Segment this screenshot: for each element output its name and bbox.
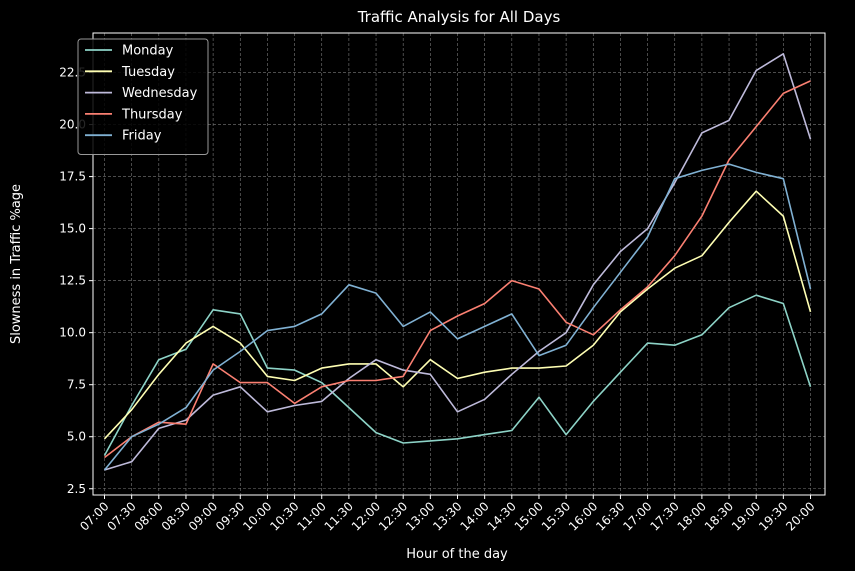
plot-area-frame <box>92 32 826 496</box>
legend-label: Monday <box>122 44 174 59</box>
y-tick-label: 17.5 <box>59 170 86 184</box>
legend-label: Thursday <box>121 107 183 122</box>
y-axis-label: Slowness in Traffic %age <box>9 184 24 344</box>
legend-label: Friday <box>122 129 162 144</box>
y-axis: 2.55.07.510.012.515.017.520.022.5 <box>59 66 93 496</box>
y-tick-label: 7.5 <box>67 378 86 392</box>
legend: Monday Tuesday Wednesday Thursday Friday <box>77 38 209 155</box>
x-axis-label: Hour of the day <box>406 547 508 562</box>
legend-label: Wednesday <box>122 86 198 101</box>
y-tick-label: 15.0 <box>59 222 86 236</box>
y-tick-label: 12.5 <box>59 274 86 288</box>
series-lines <box>103 52 812 471</box>
series-line-monday <box>103 294 812 456</box>
legend-label: Tuesday <box>121 65 175 80</box>
series-line-thursday <box>104 80 811 459</box>
chart-title: Traffic Analysis for All Days <box>357 8 561 26</box>
legend-box <box>77 38 209 155</box>
series-line-friday <box>103 163 812 471</box>
y-tick-label: 2.5 <box>67 482 86 496</box>
series-line-tuesday <box>103 190 812 440</box>
y-tick-label: 10.0 <box>59 326 86 340</box>
y-tick-label: 5.0 <box>67 430 86 444</box>
series-line-wednesday <box>104 52 812 471</box>
